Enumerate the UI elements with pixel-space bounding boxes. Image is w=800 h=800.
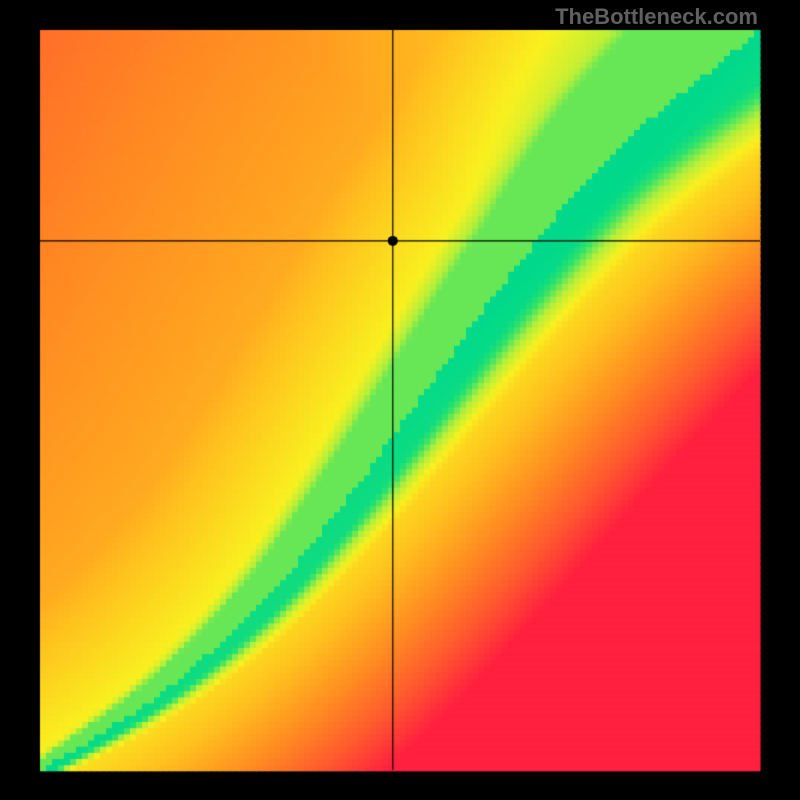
chart-container: TheBottleneck.com bbox=[0, 0, 800, 800]
bottleneck-heatmap bbox=[0, 0, 800, 800]
watermark-label: TheBottleneck.com bbox=[555, 4, 758, 30]
